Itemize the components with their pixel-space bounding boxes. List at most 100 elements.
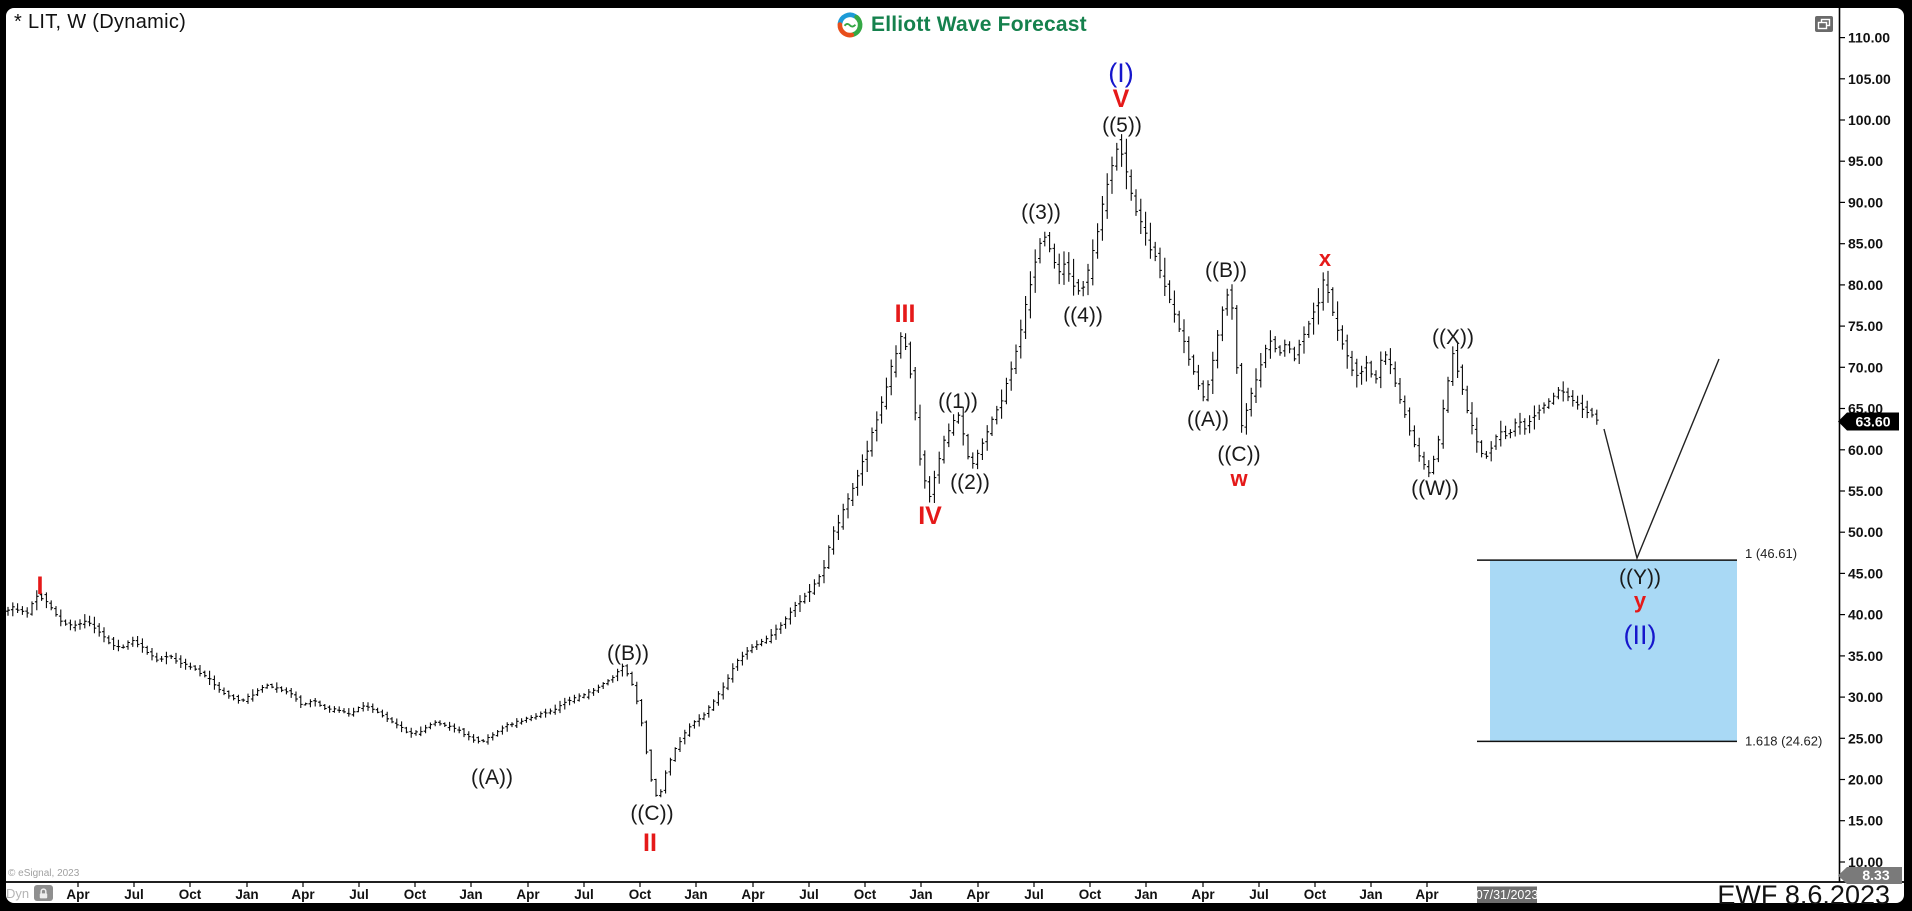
y-axis-tick-label: 110.00 [1848,30,1890,46]
symbol-title: * LIT, W (Dynamic) [14,11,187,33]
wave-label-W: ((W)) [1411,477,1459,500]
wave-labels: ((A)) ((B)) ((C)) ((1)) ((2)) ((3)) ((4)) ((5))… [37,58,1661,857]
wave-label-5: ((5)) [1102,114,1142,137]
x-axis-month-label: Apr [966,887,990,902]
wave-label-IV: IV [918,502,942,530]
fib-label-bottom: 1.618 (24.62) [1745,733,1822,748]
x-axis-month-label: Apr [291,887,315,902]
date-badge-value: 07/31/2023 [1476,888,1539,902]
projection-lines [1603,358,1720,561]
wave-label-A: ((A)) [1187,408,1229,431]
y-axis-tick-label: 50.00 [1848,524,1883,540]
price-axis: 110.00 105.00 100.00 95.00 90.00 85.00 80.00 75… [1838,8,1891,882]
y-axis-tick-label: 45.00 [1848,565,1883,581]
wave-label-1: ((1)) [938,390,978,413]
x-axis-month-label: Oct [1304,887,1327,902]
x-axis-month-label: Jul [1024,887,1044,902]
x-axis-month-label: Jan [1359,887,1382,902]
ewf-watermark: EWF 8.6.2023 [1717,880,1890,910]
last-price-badge: 63.60 [1838,412,1899,431]
wave-label-B: ((B)) [1205,259,1247,282]
fib-label-top: 1 (46.61) [1745,546,1797,561]
x-axis-month-label: Jul [349,887,369,902]
y-axis-tick-label: 10.00 [1848,854,1883,870]
scale-mode-label: Dyn [6,885,30,901]
time-axis: Apr Jul Oct Jan Apr Jul Oct Jan Apr Jul Oct Jan Apr J… [6,881,1904,902]
wave-label-B: ((B)) [607,642,649,665]
scale-mode-bar: Dyn [6,885,54,901]
target-zone-box [1490,560,1737,742]
x-axis-month-label: Oct [854,887,877,902]
plot-background [6,8,1904,903]
x-axis-month-label: Oct [1079,887,1102,902]
wave-label-4: ((4)) [1063,304,1103,327]
forecast-path [1603,358,1720,561]
brand-logo-text: Elliott Wave Forecast [871,13,1087,36]
y-axis-tick-label: 40.00 [1848,607,1883,623]
y-axis-tick-label: 80.00 [1848,277,1883,293]
target-zone-lines [1477,559,1737,743]
wave-label-C: ((C)) [1217,443,1260,466]
esignal-copyright: © eSignal, 2023 [8,868,80,879]
x-axis-month-label: Apr [1191,887,1215,902]
last-price-value: 63.60 [1855,414,1890,430]
x-axis-month-label: Jan [459,887,482,902]
y-axis-tick-label: 105.00 [1848,71,1891,87]
wave-label-A: ((A)) [471,766,513,789]
y-axis-tick-label: 75.00 [1848,318,1883,334]
y-axis-tick-label: 90.00 [1848,194,1883,210]
x-axis-month-label: Oct [179,887,202,902]
x-axis-month-label: Apr [741,887,765,902]
x-axis-month-label: Jul [799,887,819,902]
wave-label-III: III [895,300,916,328]
ewf-swirl-icon [836,11,864,39]
wave-label-C: ((C)) [630,802,673,825]
y-axis-tick-label: 100.00 [1848,112,1891,128]
wave-label-V: V [1113,85,1130,113]
brand-logo: Elliott Wave Forecast [836,11,1087,39]
wave-label-I: (I) [1108,58,1133,88]
history-low-value: 8.33 [1862,867,1889,883]
lock-icon[interactable] [34,885,54,901]
y-axis-tick-label: 20.00 [1848,772,1883,788]
wave-label-Y: ((Y)) [1619,566,1661,589]
target-zone-group: 1 (46.61) 1.618 (24.62) [1477,546,1822,748]
wave-label-X: ((X)) [1432,326,1474,349]
wave-label-3: ((3)) [1021,201,1061,224]
wave-label-y: y [1634,588,1647,613]
history-low-badge: 8.33 [1838,867,1902,884]
y-axis-tick-label: 70.00 [1848,359,1883,375]
y-axis-tick-label: 35.00 [1848,648,1883,664]
y-axis-tick-label: 60.00 [1848,442,1883,458]
x-axis-month-label: Jan [235,887,258,902]
wave-label-2: ((2)) [950,471,990,494]
y-axis-tick-label: 15.00 [1848,813,1883,829]
y-axis-tick-label: 30.00 [1848,689,1883,705]
x-axis-month-label: Jul [1249,887,1269,902]
ohlc-bars-path [6,134,1599,798]
wave-label-x: x [1319,246,1332,271]
x-axis-month-label: Jan [684,887,707,902]
x-axis-month-label: Oct [629,887,652,902]
restore-window-icon[interactable] [1815,16,1833,32]
wave-label-II: (II) [1624,620,1657,650]
x-axis-month-label: Oct [404,887,427,902]
x-axis-month-label: Jul [574,887,594,902]
wave-label-w: w [1229,466,1248,491]
y-axis-tick-label: 55.00 [1848,483,1883,499]
y-axis-tick-label: 25.00 [1848,730,1883,746]
price-bars [6,134,1599,798]
x-axis-month-label: Jul [124,887,144,902]
x-axis-month-label: Apr [1415,887,1439,902]
x-axis-month-label: Apr [66,887,90,902]
y-axis-tick-label: 95.00 [1848,153,1883,169]
x-axis-month-label: Apr [516,887,540,902]
date-badge: 07/31/2023 [1476,886,1539,903]
x-axis-month-label: Jan [909,887,932,902]
wave-label-II: II [643,829,657,857]
wave-label-I: I [37,572,44,600]
x-axis-month-label: Jan [1134,887,1157,902]
y-axis-tick-label: 85.00 [1848,236,1883,252]
